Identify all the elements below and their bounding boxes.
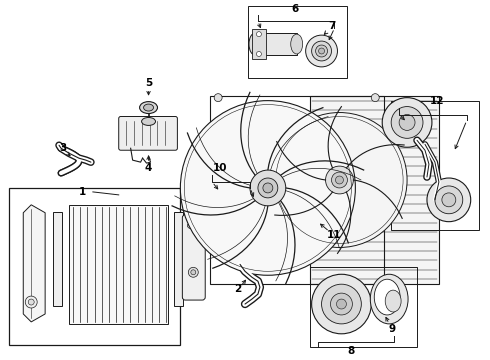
Text: 6: 6 (291, 4, 298, 14)
Circle shape (312, 274, 371, 334)
Text: 10: 10 (213, 163, 227, 173)
Ellipse shape (370, 274, 408, 324)
Text: 12: 12 (430, 96, 444, 105)
Circle shape (325, 166, 353, 194)
Circle shape (191, 270, 196, 275)
Circle shape (25, 296, 37, 308)
Bar (310, 267, 417, 347)
Circle shape (435, 186, 463, 214)
Ellipse shape (144, 104, 153, 111)
Ellipse shape (187, 222, 199, 229)
Text: 7: 7 (328, 21, 335, 31)
Circle shape (318, 48, 324, 54)
Ellipse shape (291, 34, 303, 54)
Ellipse shape (140, 102, 157, 113)
Circle shape (180, 100, 355, 275)
Circle shape (399, 114, 415, 130)
Bar (53, 212, 62, 306)
Circle shape (306, 35, 338, 67)
Text: 4: 4 (145, 163, 152, 173)
Polygon shape (23, 205, 45, 322)
Bar (69, 205, 169, 324)
Bar (252, 29, 266, 59)
Circle shape (337, 299, 346, 309)
Circle shape (272, 113, 407, 247)
Bar (255, 33, 297, 55)
Circle shape (391, 107, 423, 138)
Bar (310, 96, 439, 284)
Circle shape (382, 98, 432, 147)
Bar (210, 96, 384, 284)
Circle shape (263, 183, 273, 193)
Circle shape (332, 172, 347, 188)
Bar (9, 188, 180, 345)
Bar (248, 6, 347, 78)
Text: 2: 2 (234, 284, 242, 294)
Circle shape (371, 94, 379, 102)
Circle shape (442, 193, 456, 207)
Text: 3: 3 (59, 143, 67, 153)
Circle shape (214, 94, 222, 102)
Text: 1: 1 (79, 187, 87, 197)
Bar (174, 212, 183, 306)
Ellipse shape (374, 279, 400, 315)
Text: 5: 5 (145, 78, 152, 88)
Circle shape (316, 45, 327, 57)
Circle shape (321, 284, 361, 324)
Circle shape (258, 178, 278, 198)
Circle shape (28, 299, 34, 305)
Text: 11: 11 (327, 230, 342, 239)
Circle shape (336, 176, 343, 184)
Text: 8: 8 (348, 346, 355, 356)
Circle shape (256, 51, 261, 57)
FancyBboxPatch shape (119, 117, 177, 150)
FancyBboxPatch shape (182, 215, 205, 300)
Circle shape (427, 178, 471, 222)
Ellipse shape (249, 33, 261, 55)
Circle shape (312, 41, 332, 61)
Text: 9: 9 (389, 324, 396, 334)
Circle shape (188, 267, 198, 277)
Bar (391, 100, 479, 230)
Ellipse shape (142, 117, 155, 125)
Circle shape (331, 293, 352, 315)
Circle shape (256, 32, 261, 37)
Circle shape (250, 170, 286, 206)
Ellipse shape (385, 290, 401, 312)
